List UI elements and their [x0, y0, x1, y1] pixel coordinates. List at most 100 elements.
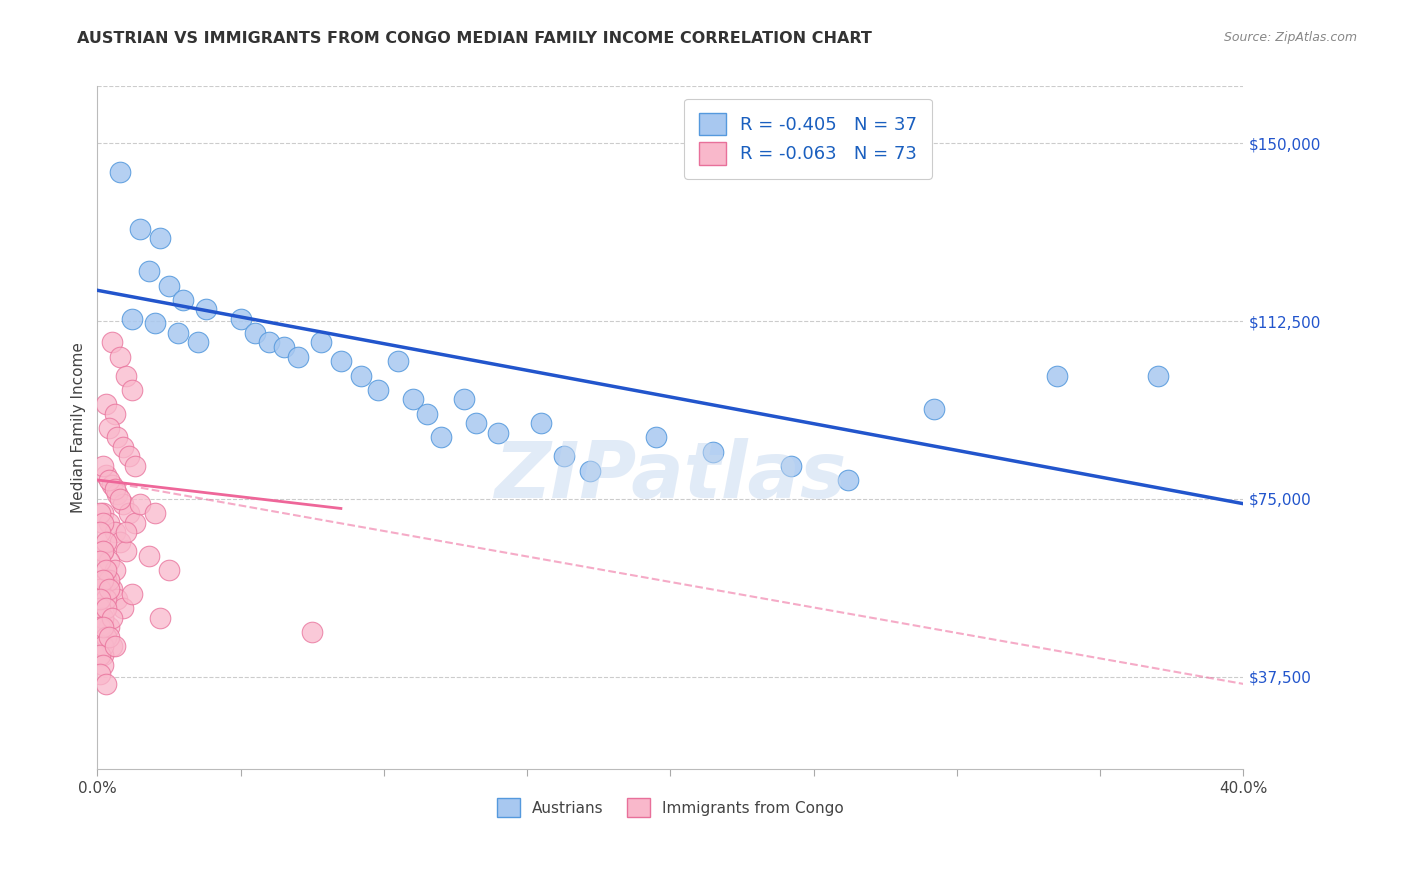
Point — [94, 573, 117, 587]
Point — [103, 483, 125, 497]
Text: AUSTRIAN VS IMMIGRANTS FROM CONGO MEDIAN FAMILY INCOME CORRELATION CHART: AUSTRIAN VS IMMIGRANTS FROM CONGO MEDIAN… — [77, 31, 872, 46]
Point — [94, 563, 117, 577]
Point — [100, 610, 122, 624]
Point — [837, 473, 859, 487]
Point — [187, 335, 209, 350]
Point — [91, 573, 114, 587]
Legend: Austrians, Immigrants from Congo: Austrians, Immigrants from Congo — [491, 792, 849, 823]
Point — [89, 525, 111, 540]
Point — [453, 392, 475, 407]
Point — [922, 401, 945, 416]
Point — [107, 591, 129, 606]
Point — [89, 620, 111, 634]
Point — [157, 563, 180, 577]
Point — [112, 497, 135, 511]
Point — [464, 416, 486, 430]
Point — [115, 368, 138, 383]
Point — [172, 293, 194, 307]
Y-axis label: Median Family Income: Median Family Income — [72, 343, 86, 513]
Point — [91, 458, 114, 473]
Point — [89, 591, 111, 606]
Point — [350, 368, 373, 383]
Point — [89, 506, 111, 520]
Point — [103, 639, 125, 653]
Point — [110, 534, 132, 549]
Point — [94, 397, 117, 411]
Point — [91, 620, 114, 634]
Point — [1146, 368, 1168, 383]
Point — [91, 544, 114, 558]
Point — [97, 582, 120, 596]
Point — [94, 591, 117, 606]
Text: Source: ZipAtlas.com: Source: ZipAtlas.com — [1223, 31, 1357, 45]
Point — [100, 639, 122, 653]
Point — [229, 311, 252, 326]
Point — [124, 516, 146, 530]
Point — [149, 610, 172, 624]
Point — [89, 648, 111, 663]
Point — [94, 630, 117, 644]
Point — [115, 525, 138, 540]
Point — [94, 534, 117, 549]
Point — [195, 302, 218, 317]
Point — [107, 487, 129, 501]
Point — [89, 554, 111, 568]
Point — [115, 544, 138, 558]
Point — [121, 587, 143, 601]
Point — [309, 335, 332, 350]
Point — [273, 340, 295, 354]
Point — [121, 311, 143, 326]
Point — [138, 264, 160, 278]
Point — [401, 392, 423, 407]
Point — [138, 549, 160, 563]
Point — [118, 450, 141, 464]
Point — [94, 677, 117, 691]
Point — [129, 497, 152, 511]
Point — [89, 582, 111, 596]
Point — [100, 477, 122, 491]
Point — [416, 407, 439, 421]
Point — [91, 657, 114, 672]
Point — [367, 383, 389, 397]
Point — [89, 601, 111, 615]
Point — [94, 630, 117, 644]
Point — [143, 317, 166, 331]
Point — [157, 278, 180, 293]
Point — [430, 430, 453, 444]
Point — [91, 544, 114, 558]
Point — [779, 458, 801, 473]
Point — [553, 450, 575, 464]
Point — [243, 326, 266, 340]
Point — [100, 582, 122, 596]
Point — [91, 516, 114, 530]
Point — [645, 430, 668, 444]
Point — [112, 440, 135, 454]
Point — [259, 335, 281, 350]
Point — [94, 601, 117, 615]
Point — [166, 326, 188, 340]
Point — [112, 601, 135, 615]
Point — [107, 430, 129, 444]
Point — [124, 458, 146, 473]
Point — [488, 425, 510, 440]
Point — [91, 610, 114, 624]
Point — [100, 335, 122, 350]
Point — [91, 610, 114, 624]
Point — [110, 350, 132, 364]
Point — [118, 506, 141, 520]
Point — [387, 354, 409, 368]
Point — [129, 221, 152, 235]
Point — [103, 525, 125, 540]
Point — [89, 667, 111, 681]
Point — [329, 354, 352, 368]
Point — [94, 468, 117, 483]
Point — [287, 350, 309, 364]
Point — [121, 383, 143, 397]
Point — [91, 639, 114, 653]
Point — [97, 554, 120, 568]
Point — [149, 231, 172, 245]
Point — [110, 491, 132, 506]
Point — [97, 473, 120, 487]
Point — [702, 444, 724, 458]
Point — [301, 624, 323, 639]
